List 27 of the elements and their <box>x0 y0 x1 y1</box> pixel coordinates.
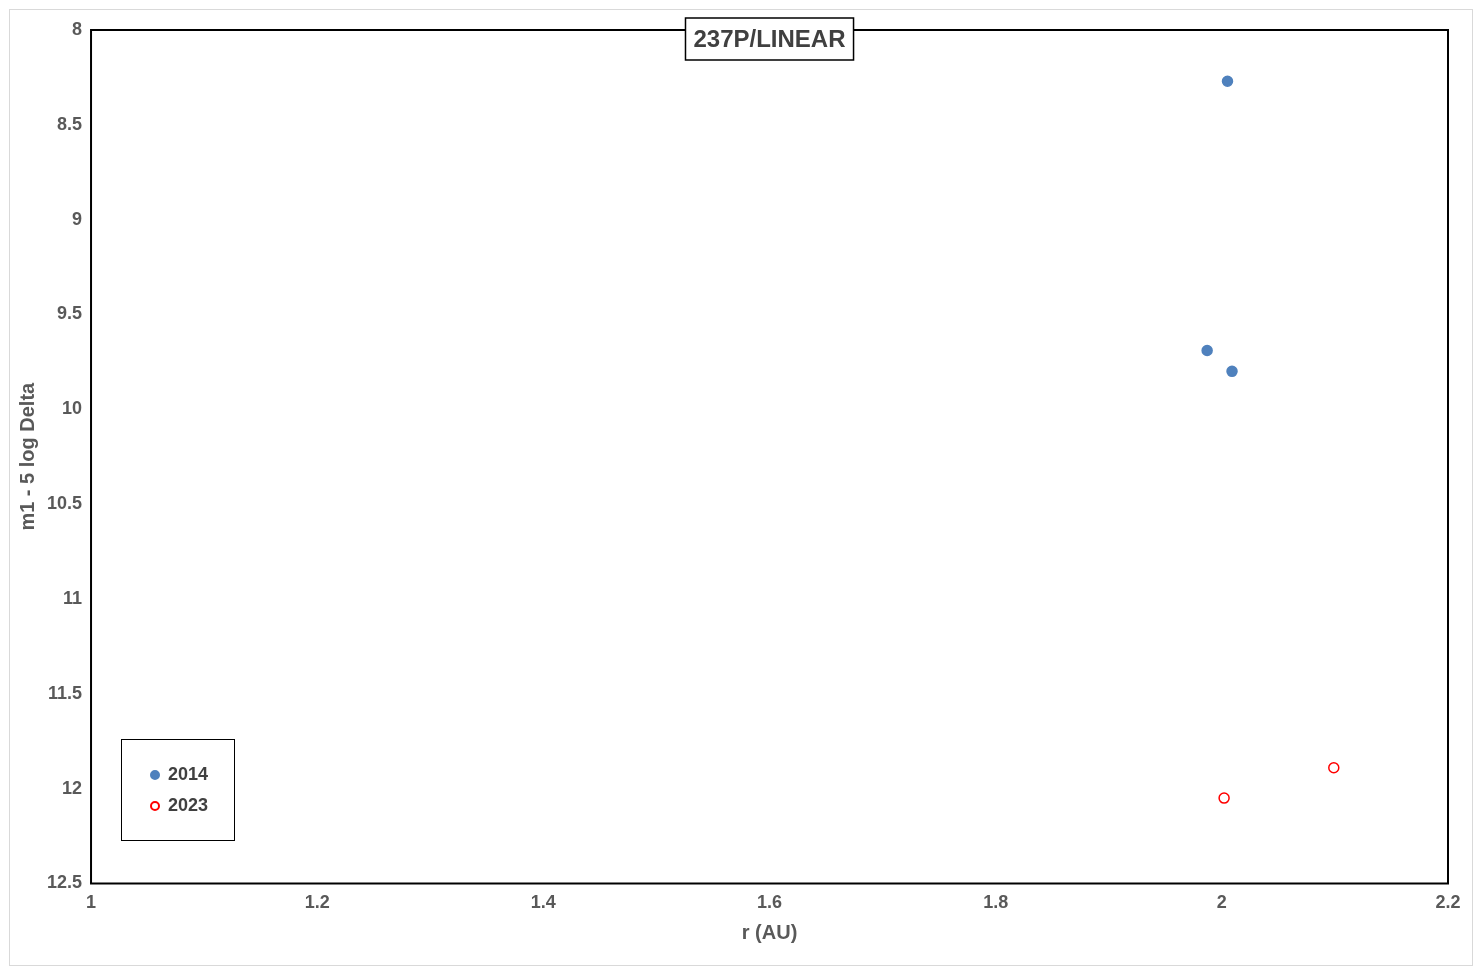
x-tick-label: 1.8 <box>983 892 1009 913</box>
y-tick-label: 12.5 <box>46 872 83 893</box>
legend-label: 2014 <box>168 764 209 786</box>
x-tick-label: 1.4 <box>530 892 556 913</box>
chart-title: 237P/LINEAR <box>693 24 846 52</box>
y-tick-label: 10 <box>62 398 83 419</box>
y-tick-label: 8.5 <box>57 113 83 134</box>
y-axis-title: m1 - 5 log Delta <box>15 381 38 531</box>
y-tick-label: 11.5 <box>47 682 83 703</box>
point <box>1226 365 1238 378</box>
y-tick-label: 9.5 <box>57 303 83 324</box>
point <box>1328 761 1340 774</box>
point <box>1218 792 1230 804</box>
y-tick-label: 8 <box>72 18 83 39</box>
legend-label: 2023 <box>168 795 209 817</box>
x-tick-label: 2 <box>1216 892 1227 913</box>
x-axis-title: r (AU) <box>741 920 798 943</box>
y-tick-label: 11 <box>63 587 83 608</box>
x-tick-label: 1.2 <box>304 892 330 913</box>
y-tick-label: 12 <box>62 777 83 798</box>
point <box>1221 75 1234 87</box>
x-tick-label: 1.6 <box>757 892 783 913</box>
y-tick-label: 10.5 <box>46 493 83 514</box>
point <box>1201 344 1213 357</box>
x-tick-label: 2.2 <box>1435 892 1461 913</box>
y-tick-label: 9 <box>72 208 83 229</box>
x-tick-label: 1 <box>86 892 97 913</box>
